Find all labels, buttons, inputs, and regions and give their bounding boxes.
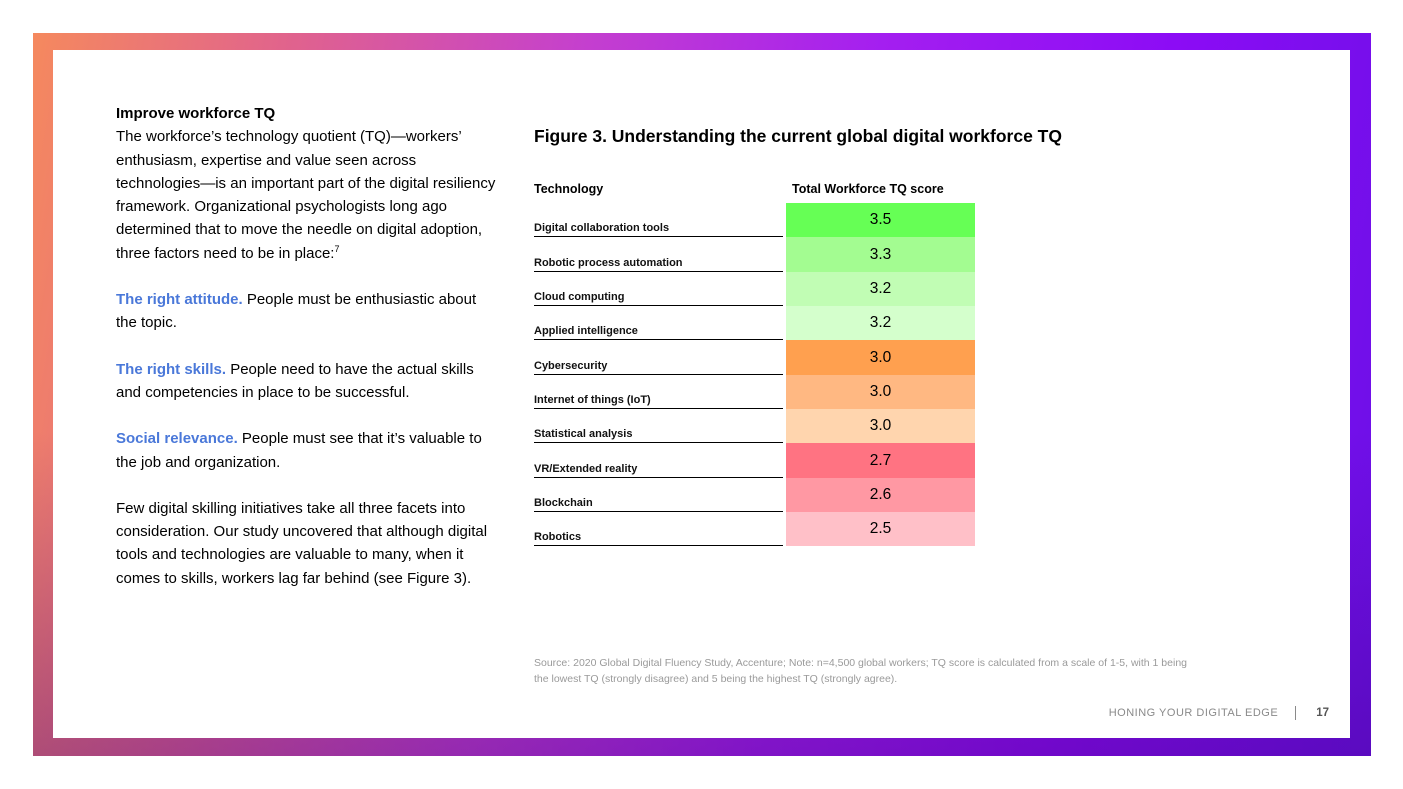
technology-label: Cloud computing (534, 272, 783, 307)
factor-text: People need to have the actual skills an… (116, 360, 474, 401)
factor-lead: Social relevance. (116, 430, 238, 448)
factor-relevance: Social relevance. People must see that i… (116, 427, 501, 474)
table-row: Blockchain 2.6 (534, 477, 975, 513)
table-row: Applied intelligence 3.2 (534, 306, 975, 341)
technology-label: Cybersecurity (534, 340, 783, 375)
score-cell: 3.0 (786, 409, 975, 444)
table-row: Cybersecurity 3.0 (534, 340, 975, 375)
table-row: VR/Extended reality 2.7 (534, 443, 975, 478)
score-cell: 3.2 (786, 271, 975, 307)
factor-text: People must be enthusiastic about the to… (116, 291, 477, 332)
factor-attitude: The right attitude. People must be enthu… (116, 288, 501, 335)
technology-label: Robotics (534, 512, 783, 547)
factor-skills: The right skills. People need to have th… (116, 358, 501, 405)
intro-text: The workforce’s technology quotient (TQ)… (116, 128, 496, 262)
technology-label: Robotic process automation (534, 237, 783, 272)
technology-label: Applied intelligence (534, 306, 783, 341)
column-header-score: Total Workforce TQ score (792, 182, 944, 196)
source-note: Source: 2020 Global Digital Fluency Stud… (534, 657, 1187, 685)
technology-label: Digital collaboration tools (534, 203, 783, 238)
intro-paragraph: The workforce’s technology quotient (TQ)… (116, 125, 501, 265)
tq-table: Digital collaboration tools 3.5 Robotic … (534, 203, 975, 547)
score-cell: 3.0 (786, 374, 975, 410)
body-text-column: Improve workforce TQ The workforce’s tec… (116, 102, 501, 590)
table-row: Digital collaboration tools 3.5 (534, 203, 975, 238)
section-heading: Improve workforce TQ (116, 105, 276, 122)
factor-text: People must see that it’s valuable to th… (116, 430, 482, 471)
score-cell: 2.6 (786, 477, 975, 513)
table-row: Robotics 2.5 (534, 512, 975, 547)
score-cell: 3.5 (786, 203, 975, 238)
factor-lead: The right skills. (116, 360, 227, 378)
page: Improve workforce TQ The workforce’s tec… (53, 50, 1350, 738)
table-row: Statistical analysis 3.0 (534, 409, 975, 444)
footnote-ref: 7 (334, 243, 340, 254)
table-row: Internet of things (IoT) 3.0 (534, 374, 975, 410)
factor-lead: The right attitude. (116, 291, 243, 309)
figure-title: Figure 3. Understanding the current glob… (534, 126, 1062, 146)
technology-label: Internet of things (IoT) (534, 375, 783, 410)
technology-label: VR/Extended reality (534, 443, 783, 478)
score-cell: 3.2 (786, 306, 975, 341)
footer-divider (1295, 706, 1297, 720)
score-cell: 3.3 (786, 237, 975, 272)
technology-label: Statistical analysis (534, 409, 783, 444)
footer-title: HONING YOUR DIGITAL EDGE (1108, 707, 1279, 719)
page-number: 17 (1316, 707, 1329, 719)
score-cell: 2.7 (786, 443, 975, 478)
table-row: Cloud computing 3.2 (534, 271, 975, 307)
table-row: Robotic process automation 3.3 (534, 237, 975, 272)
closing-paragraph: Few digital skilling initiatives take al… (116, 499, 488, 587)
technology-label: Blockchain (534, 478, 783, 513)
page-footer: HONING YOUR DIGITAL EDGE 17 (1109, 706, 1329, 720)
score-cell: 3.0 (786, 340, 975, 375)
score-cell: 2.5 (786, 512, 975, 547)
column-header-technology: Technology (534, 182, 604, 196)
